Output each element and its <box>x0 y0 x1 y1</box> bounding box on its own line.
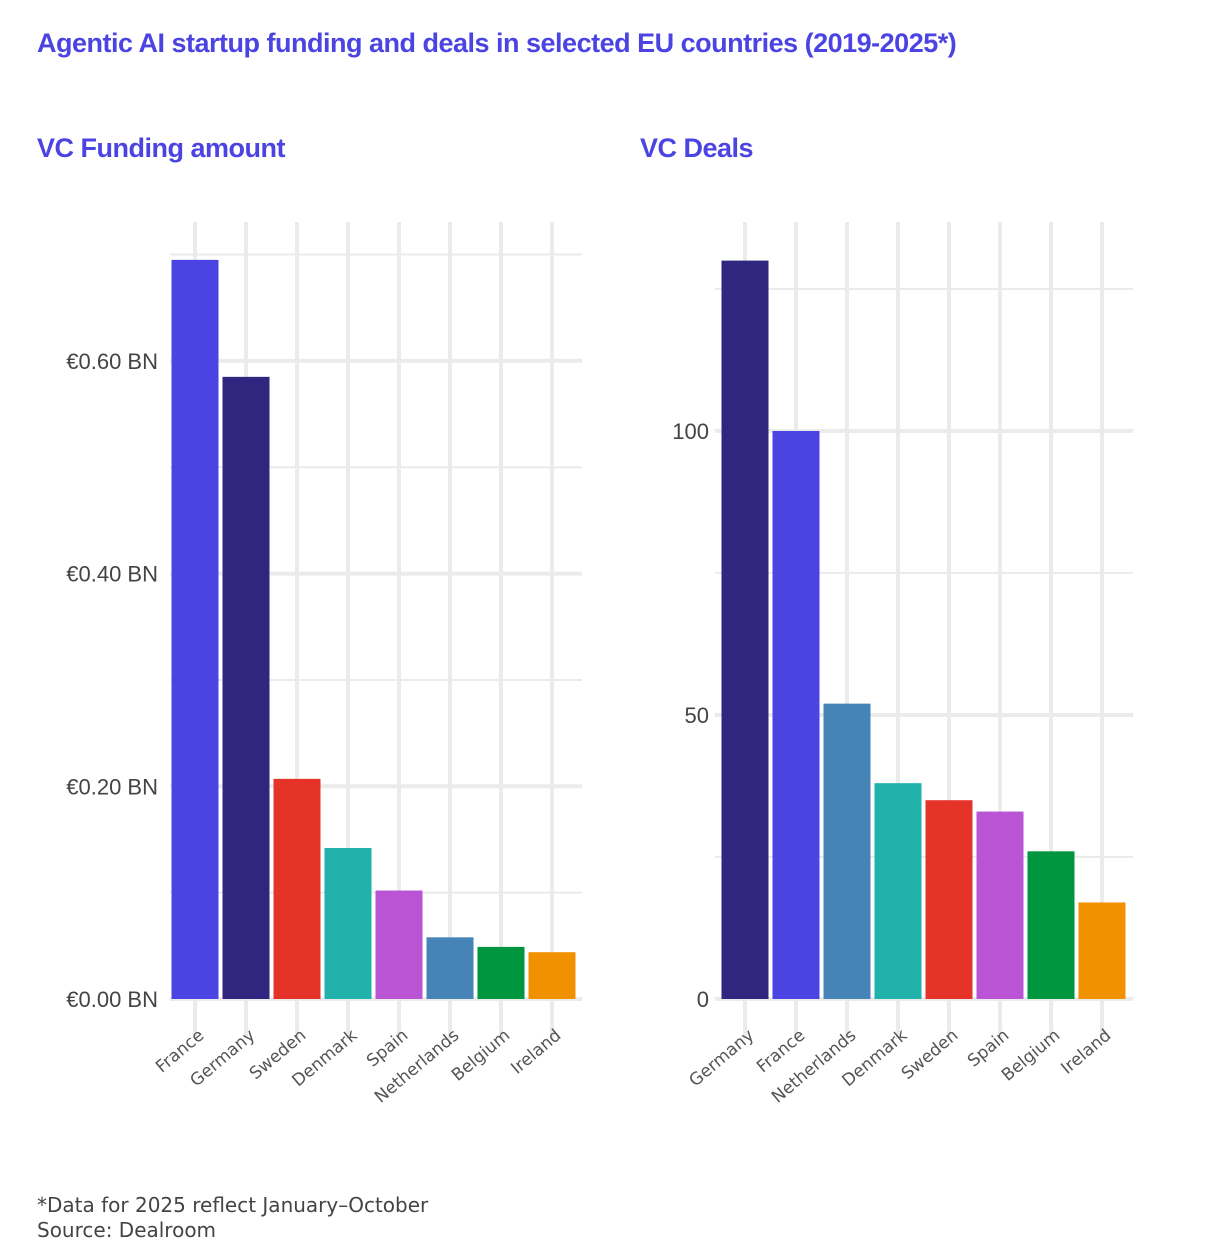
bar-france <box>171 259 219 999</box>
deals-chart-title: VC Deals <box>640 133 754 163</box>
bar-belgium <box>477 946 525 999</box>
y-tick-label: €0.00 BN <box>66 987 158 1012</box>
bar-germany <box>222 376 270 999</box>
y-tick-label: €0.40 BN <box>66 562 158 587</box>
funding-chart-title: VC Funding amount <box>37 133 285 163</box>
bar-ireland <box>528 952 576 999</box>
bar-spain <box>375 890 423 999</box>
bar-denmark <box>324 847 372 999</box>
source-note: Source: Dealroom <box>37 1218 217 1242</box>
footnote: *Data for 2025 reflect January–October <box>37 1193 429 1217</box>
y-tick-label: €0.60 BN <box>66 349 158 374</box>
bar-sweden <box>273 778 321 999</box>
chart-title: Agentic AI startup funding and deals in … <box>37 28 957 58</box>
bar-netherlands <box>426 937 474 999</box>
x-tick-label: Ireland <box>507 1026 565 1079</box>
y-tick-label: €0.20 BN <box>66 774 158 799</box>
